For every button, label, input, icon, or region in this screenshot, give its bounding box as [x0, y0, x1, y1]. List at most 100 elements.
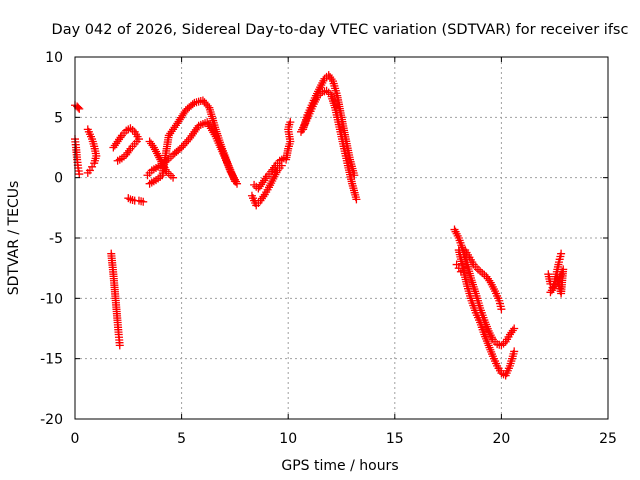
data-point	[508, 326, 517, 335]
data-point	[115, 135, 124, 144]
data-point	[499, 339, 508, 348]
data-point	[139, 197, 148, 206]
x-tick-label: 10	[279, 431, 297, 447]
data-point	[483, 274, 492, 283]
data-point	[160, 163, 169, 172]
data-point	[181, 139, 190, 148]
data-point	[261, 174, 270, 183]
data-point	[170, 123, 179, 132]
data-point	[75, 170, 84, 179]
x-tick-label: 0	[71, 431, 80, 447]
y-tick-label: 5	[54, 110, 63, 126]
x-tick-label: 20	[492, 431, 510, 447]
y-tick-label: 10	[45, 50, 63, 66]
data-point	[128, 126, 137, 135]
data-point	[126, 144, 135, 153]
y-tick-label: -20	[40, 412, 63, 428]
data-point	[169, 173, 178, 182]
data-point	[480, 270, 489, 279]
data-point	[191, 125, 200, 134]
data-point	[230, 177, 239, 186]
data-point	[152, 147, 161, 156]
data-point	[259, 192, 268, 201]
data-point	[190, 127, 199, 136]
data-point	[257, 180, 266, 189]
data-point	[123, 148, 132, 157]
data-point	[557, 249, 566, 258]
data-point	[161, 165, 170, 174]
data-point	[158, 159, 167, 168]
data-point	[182, 137, 191, 146]
data-point	[74, 103, 83, 112]
data-point	[148, 141, 157, 150]
data-point	[145, 137, 154, 146]
data-point	[255, 182, 264, 191]
data-point	[326, 73, 335, 82]
data-point	[83, 168, 92, 177]
data-point	[547, 286, 556, 295]
data-point	[116, 133, 125, 142]
data-point	[164, 131, 173, 140]
data-point	[286, 118, 295, 127]
data-point	[497, 341, 506, 350]
data-point	[113, 156, 122, 165]
chart-title: Day 042 of 2026, Sidereal Day-to-day VTE…	[52, 22, 629, 38]
data-point	[169, 125, 178, 134]
data-point	[478, 268, 487, 277]
data-point	[485, 276, 494, 285]
data-point	[258, 178, 267, 187]
y-tick-label: -15	[40, 352, 63, 368]
data-point	[157, 157, 166, 166]
data-point	[166, 171, 175, 180]
data-point	[510, 324, 519, 333]
data-point	[150, 145, 159, 154]
data-point	[110, 141, 119, 150]
data-point	[75, 104, 84, 113]
data-point	[147, 139, 156, 148]
data-point	[476, 267, 485, 276]
data-point	[260, 176, 269, 185]
data-point	[113, 137, 122, 146]
data-point	[507, 328, 516, 337]
data-point	[187, 131, 196, 140]
data-point	[155, 153, 164, 162]
y-axis-label: SDTVAR / TECUs	[6, 181, 22, 296]
data-point	[250, 180, 259, 189]
y-tick-label: -10	[40, 291, 63, 307]
x-axis-label: GPS time / hours	[281, 458, 398, 474]
data-point	[175, 144, 184, 153]
data-point	[324, 71, 333, 80]
data-point	[149, 143, 158, 152]
data-point	[552, 272, 561, 281]
data-point	[154, 151, 163, 160]
data-point	[177, 143, 186, 152]
data-point	[327, 75, 336, 84]
data-point	[112, 139, 121, 148]
data-point	[456, 267, 465, 276]
data-point	[188, 129, 197, 138]
data-point	[482, 272, 491, 281]
x-tick-label: 15	[386, 431, 404, 447]
data-point	[159, 161, 168, 170]
data-point	[269, 163, 278, 172]
data-point	[179, 141, 188, 150]
data-point	[254, 184, 263, 193]
y-tick-label: 0	[54, 171, 63, 187]
axis-ticks: 0 5 10 15 20 25 -20 -15 -10 -5 0 5 10	[40, 50, 617, 447]
x-tick-label: 25	[599, 431, 617, 447]
data-point	[166, 129, 175, 138]
data-point	[167, 127, 176, 136]
data-point	[268, 165, 277, 174]
y-tick-label: -5	[49, 231, 63, 247]
data-point	[186, 133, 195, 142]
data-point	[267, 167, 276, 176]
data-point	[109, 143, 118, 152]
data-point	[153, 149, 162, 158]
data-point	[156, 155, 165, 164]
data-points	[71, 71, 568, 380]
x-tick-label: 5	[177, 431, 186, 447]
data-point	[125, 146, 134, 155]
data-point	[510, 347, 519, 356]
data-point	[257, 194, 266, 203]
